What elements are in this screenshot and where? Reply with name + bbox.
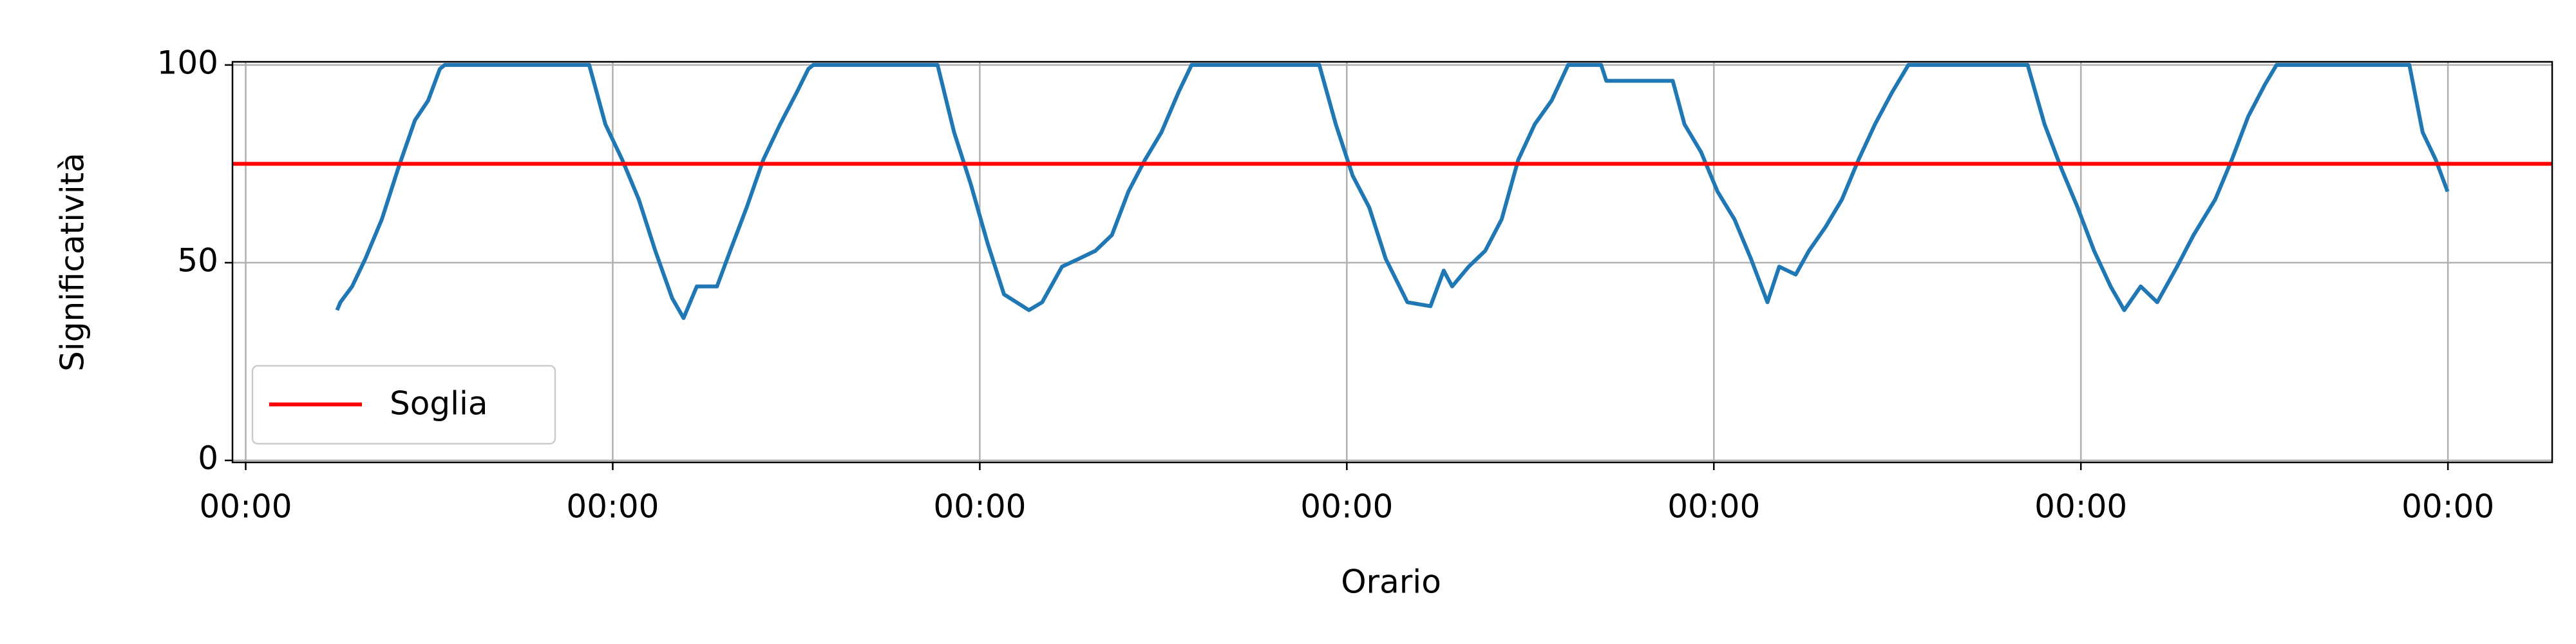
x-tick-label: 00:00 <box>2034 488 2127 526</box>
x-tick-label: 00:00 <box>933 488 1026 526</box>
y-axis-label: Significatività <box>54 153 91 372</box>
data-line <box>335 62 2450 320</box>
plot-frame <box>231 61 2553 464</box>
y-tick-label: 50 <box>177 242 218 279</box>
legend-label: Soglia <box>390 385 488 422</box>
legend-box <box>251 365 556 445</box>
x-tick-label: 00:00 <box>199 488 292 526</box>
x-tick-label: 00:00 <box>2401 488 2494 526</box>
y-tick-label: 0 <box>198 439 218 477</box>
y-tick-label: 100 <box>157 44 218 81</box>
x-tick-label: 00:00 <box>1300 488 1393 526</box>
x-tick-label: 00:00 <box>1667 488 1760 526</box>
x-axis-label: Orario <box>1341 564 1441 601</box>
x-tick-label: 00:00 <box>566 488 659 526</box>
